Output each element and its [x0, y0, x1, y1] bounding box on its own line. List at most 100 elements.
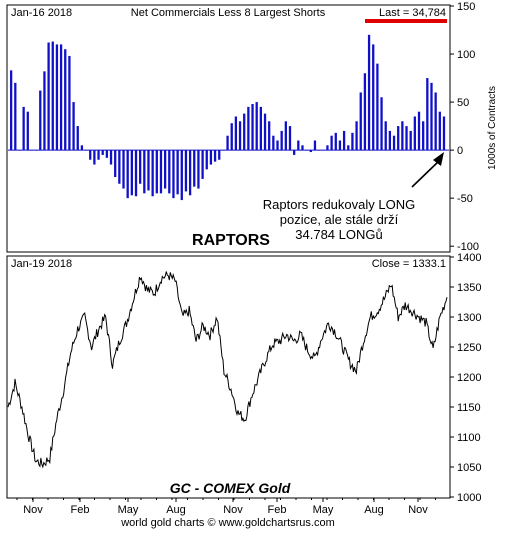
net-position-bar	[305, 150, 308, 151]
net-position-bar	[155, 150, 158, 194]
net-position-bar	[76, 126, 79, 151]
net-position-bar	[284, 121, 287, 151]
net-position-bar	[430, 82, 433, 151]
net-position-bar	[243, 113, 246, 151]
net-position-bar	[293, 150, 296, 155]
net-position-bar	[109, 150, 113, 165]
net-position-bar	[409, 130, 412, 151]
net-position-bar	[34, 150, 38, 151]
last-value-label: Last = 34,784	[379, 7, 446, 19]
top-y-tick-label: 0	[457, 145, 463, 157]
top-y-tick-label: 150	[457, 1, 475, 13]
net-position-bar	[118, 150, 121, 184]
net-position-bar	[114, 150, 117, 178]
top-y-tick-label: -100	[457, 241, 479, 253]
net-position-bar	[326, 145, 329, 151]
x-tick-label: Aug	[166, 504, 186, 516]
annotation-arrow-head	[433, 152, 444, 166]
bottom-y-tick-label: 1300	[457, 312, 481, 324]
net-position-bar	[255, 102, 258, 151]
top-y-tick-label: -50	[457, 193, 473, 205]
net-position-bar	[438, 111, 441, 151]
bottom-date-label: Jan-19 2018	[11, 258, 72, 270]
bottom-y-tick-label: 1000	[457, 492, 481, 504]
net-position-bar	[30, 150, 34, 151]
net-position-bar	[97, 150, 100, 160]
top-chart-title: Net Commercials Less 8 Largest Shorts	[131, 7, 326, 19]
top-y-tick-label: 50	[457, 97, 469, 109]
x-tick-label: Nov	[223, 504, 243, 516]
net-position-bar	[263, 113, 267, 151]
net-position-bar	[80, 145, 84, 151]
x-tick-label: Nov	[23, 504, 43, 516]
net-position-bar	[376, 63, 379, 151]
annotation-arrow-line	[411, 159, 441, 188]
net-position-bar	[55, 44, 59, 151]
x-tick-label: Aug	[364, 504, 384, 516]
net-position-bar	[272, 135, 275, 151]
x-tick-label: Nov	[408, 504, 428, 516]
net-position-bar	[209, 150, 213, 165]
bottom-y-tick-label: 1400	[457, 252, 481, 264]
net-position-bar	[197, 150, 200, 189]
net-position-bar	[172, 150, 175, 199]
bars-layer	[8, 34, 449, 201]
top-y-axis-label: 1000s of Contracts	[487, 86, 498, 170]
net-position-bar	[297, 140, 300, 151]
net-position-bar	[213, 150, 217, 162]
net-position-bar	[355, 121, 358, 151]
net-position-bar	[184, 150, 188, 192]
net-position-bar	[334, 132, 337, 151]
last-value-marker	[365, 19, 447, 23]
net-position-bar	[426, 78, 429, 151]
net-position-bar	[330, 135, 333, 151]
net-position-bar	[380, 97, 383, 151]
net-position-bar	[151, 150, 154, 197]
net-position-bar	[309, 150, 312, 153]
net-position-bar	[347, 145, 350, 151]
net-position-bar	[218, 150, 221, 160]
net-position-bar	[72, 102, 75, 151]
bottom-y-tick-label: 1100	[457, 432, 481, 444]
bottom-chart-title: GC - COMEX Gold	[170, 480, 291, 496]
net-position-bar	[251, 104, 254, 151]
net-position-bar	[417, 111, 421, 151]
net-position-bar	[143, 150, 146, 194]
net-position-bar	[14, 82, 17, 151]
net-position-bar	[130, 150, 133, 196]
net-position-bar	[234, 116, 238, 151]
net-position-bar	[301, 145, 304, 151]
x-tick-label: Feb	[71, 504, 90, 516]
net-position-bar	[322, 150, 325, 151]
net-position-bar	[226, 135, 229, 151]
net-position-bar	[276, 140, 279, 151]
net-position-bar	[176, 150, 179, 195]
footer-credit: world gold charts © www.goldchartsrus.co…	[120, 517, 335, 529]
net-position-bar	[93, 150, 96, 165]
net-position-bar	[222, 150, 225, 151]
net-position-bar	[51, 41, 54, 151]
net-position-bar	[372, 44, 375, 151]
net-position-bar	[342, 130, 346, 151]
top-date-label: Jan-16 2018	[11, 7, 72, 19]
net-position-bar	[163, 150, 167, 189]
annotation-line-2: pozice, ale stále drží	[280, 212, 399, 227]
net-position-bar	[147, 150, 150, 191]
net-position-bar	[122, 150, 125, 189]
net-position-bar	[168, 150, 171, 194]
net-position-bar	[18, 150, 21, 151]
net-position-bar	[201, 150, 204, 179]
net-position-bar	[434, 92, 437, 151]
net-position-bar	[101, 150, 104, 155]
net-position-bar	[188, 150, 192, 196]
net-position-bar	[89, 150, 92, 160]
bottom-y-tick-label: 1200	[457, 372, 481, 384]
top-y-tick-label: 100	[457, 49, 475, 61]
net-position-bar	[405, 126, 408, 151]
bottom-y-tick-label: 1150	[457, 402, 481, 414]
annotation-line-3: 34.784 LONGů	[295, 227, 382, 242]
net-position-bar	[64, 49, 67, 151]
net-position-bar	[413, 116, 416, 151]
